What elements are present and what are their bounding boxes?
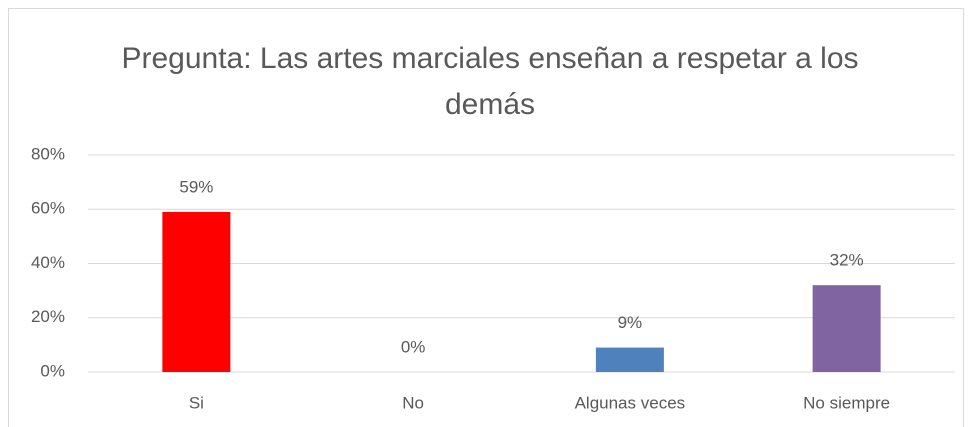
x-tick-label: No siempre xyxy=(803,393,890,412)
x-tick-label: No xyxy=(402,393,424,412)
y-tick-label: 60% xyxy=(31,199,65,218)
data-label: 9% xyxy=(618,313,643,332)
y-tick-label: 40% xyxy=(31,253,65,272)
bar xyxy=(595,347,664,372)
data-label: 59% xyxy=(179,177,213,196)
y-tick-label: 0% xyxy=(40,361,65,380)
y-tick-label: 80% xyxy=(31,144,65,163)
bar xyxy=(812,285,881,372)
y-tick-label: 20% xyxy=(31,307,65,326)
x-tick-label: Algunas veces xyxy=(575,393,686,412)
bar xyxy=(162,211,231,372)
chart-frame xyxy=(8,8,964,427)
data-label: 32% xyxy=(830,251,864,270)
x-tick-label: Si xyxy=(189,393,204,412)
chart-title: Pregunta: Las artes marciales enseñan a … xyxy=(121,42,859,121)
data-label: 0% xyxy=(401,337,426,356)
